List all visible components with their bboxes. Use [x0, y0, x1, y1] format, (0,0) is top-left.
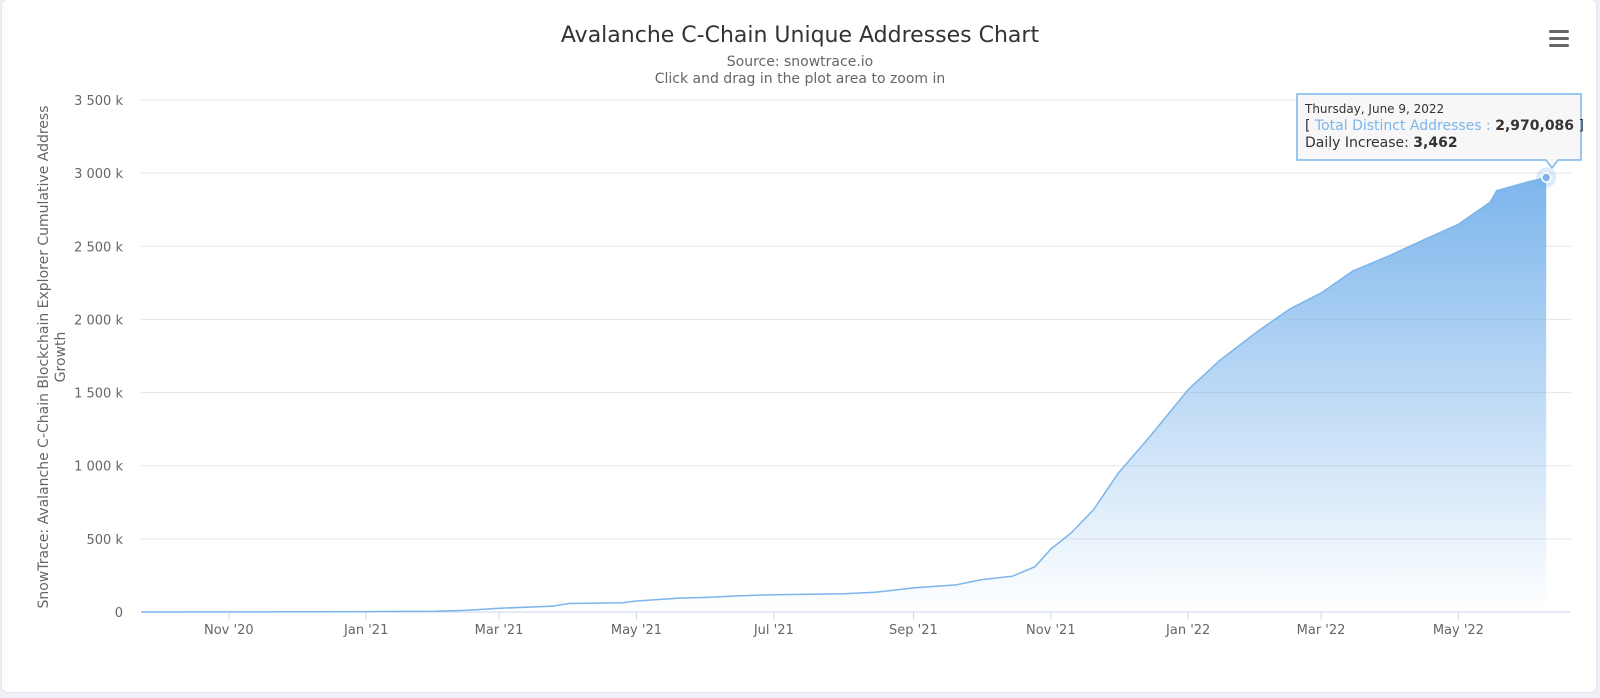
y-tick-label: 2 000 k — [74, 313, 123, 328]
y-tick-label: 0 — [115, 606, 123, 621]
x-axis: Nov '20 Jan '21 Mar '21 May '21 Jul '21 Sep '… — [204, 612, 1484, 638]
x-tick-label: Mar '21 — [475, 623, 524, 638]
chart-title: Avalanche C-Chain Unique Addresses Chart — [561, 23, 1040, 48]
series-line[interactable] — [140, 176, 1547, 613]
y-axis-title-line: SnowTrace: Avalanche C-Chain Blockchain … — [36, 105, 52, 608]
x-tick-label: May '21 — [611, 623, 662, 638]
y-axis-ticks: 0 500 k 1 000 k 1 500 k 2 000 k 2 500 k 3 000 … — [74, 94, 123, 621]
x-tick-label: Jul '21 — [753, 623, 794, 638]
y-tick-label: 500 k — [87, 533, 124, 548]
y-axis-title-text: SnowTrace: Avalanche C-Chain Blockchain … — [36, 105, 69, 608]
x-tick-label: Mar '22 — [1297, 623, 1346, 638]
y-tick-label: 1 500 k — [74, 387, 123, 402]
x-tick-label: May '22 — [1433, 623, 1484, 638]
x-tick-label: Jan '21 — [343, 623, 388, 638]
hamburger-menu-icon[interactable] — [1542, 24, 1576, 54]
plot-area[interactable] — [140, 167, 1557, 613]
chart-subtitle: Source: snowtrace.io — [727, 54, 873, 70]
y-tick-label: 3 500 k — [74, 94, 123, 109]
y-tick-label: 2 500 k — [74, 240, 123, 255]
chart-menu-button[interactable] — [1542, 24, 1576, 54]
x-tick-label: Jan '22 — [1165, 623, 1210, 638]
x-tick-label: Nov '21 — [1026, 623, 1076, 638]
x-tick-label: Sep '21 — [889, 623, 938, 638]
y-tick-label: 1 000 k — [74, 460, 123, 475]
series-area-fill — [141, 177, 1547, 612]
y-axis-title-line: Growth — [53, 332, 69, 383]
hover-point-marker[interactable] — [1540, 172, 1552, 183]
x-tick-label: Nov '20 — [204, 623, 254, 638]
y-gridlines — [141, 99, 1571, 613]
zoom-hint: Click and drag in the plot area to zoom … — [655, 71, 946, 87]
y-axis-title: SnowTrace: Avalanche C-Chain Blockchain … — [36, 105, 69, 608]
y-tick-label: 3 000 k — [74, 167, 123, 182]
